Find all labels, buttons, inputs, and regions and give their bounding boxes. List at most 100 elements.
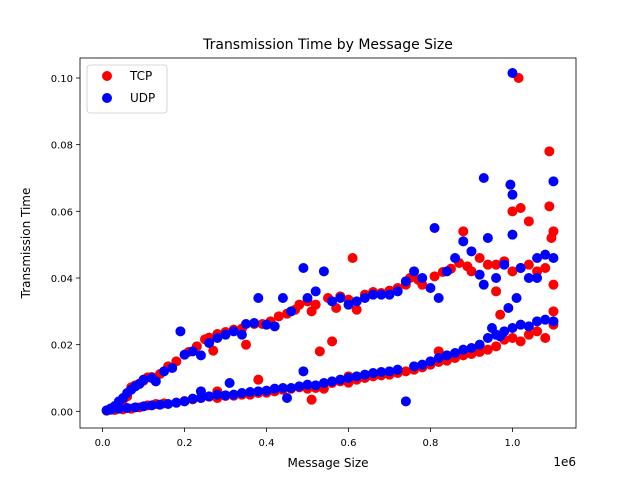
udp-point [392,286,403,297]
tcp-point [540,333,551,343]
udp-point [441,350,452,361]
tcp-point [273,311,284,322]
x-tick-label: 1.0 [505,438,521,449]
udp-point [253,293,264,303]
udp-point [458,344,469,355]
udp-point [474,339,485,350]
tcp-point [546,233,557,243]
udp-point [249,318,260,328]
udp-point [236,388,247,398]
udp-point [548,253,559,263]
udp-point [359,369,370,380]
udp-point [253,386,264,397]
udp-point [241,319,252,329]
tcp-point [491,341,502,352]
legend: TCP UDP [86,64,168,114]
udp-point [286,383,297,393]
udp-point [302,293,313,303]
udp-point [458,236,469,247]
tcp-point [310,299,321,310]
x-tick-label: 0.6 [341,438,357,449]
udp-point [384,289,395,300]
udp-point [515,263,526,273]
tcp-point [548,279,559,290]
udp-point [486,323,497,333]
udp-point [167,363,178,373]
udp-point [261,385,272,396]
udp-point [138,374,149,385]
udp-point [343,299,354,310]
y-tick-label: 0.04 [51,274,73,285]
tcp-point [507,333,518,343]
udp-point [503,303,514,313]
udp-point [224,378,235,388]
udp-point [429,223,440,233]
tcp-point [253,374,264,385]
udp-point [277,383,288,393]
udp-point [298,263,309,273]
udp-point [113,403,124,414]
udp-point [482,233,493,243]
udp-point [146,400,157,411]
udp-point [425,283,436,293]
tcp-point [523,216,534,227]
x-tick-label: 0.2 [177,438,193,449]
chart-title: Transmission Time by Message Size [202,37,453,53]
tcp-point [491,286,502,297]
y-tick-label: 0.00 [51,407,73,418]
udp-point [507,323,518,333]
tcp-point [523,329,534,340]
tcp-point [400,366,411,377]
tcp-point [482,344,493,355]
udp-point [532,253,543,263]
legend-marker-udp [102,93,112,103]
udp-point [433,353,444,363]
udp-point [507,229,518,240]
udp-point [310,286,321,297]
udp-point [212,333,223,343]
udp-point [220,329,231,340]
udp-point [417,359,428,370]
tcp-point [474,253,485,263]
x-tick-label: 0.8 [423,438,439,449]
udp-point [351,296,362,307]
udp-point [392,364,403,375]
tcp-point [351,304,362,315]
udp-point [154,399,165,410]
udp-point [138,401,149,412]
udp-point [540,249,551,260]
udp-point [523,273,534,283]
udp-point [150,376,161,387]
tcp-point [548,306,559,317]
udp-point [335,374,346,385]
y-axis-label: Transmission Time [19,188,33,300]
udp-point [482,333,493,343]
udp-point [368,368,379,378]
udp-point [277,293,288,303]
legend-label-udp: UDP [130,91,155,105]
udp-point [359,293,370,303]
udp-point [384,366,395,377]
udp-point [548,176,559,187]
x-axis-ticks: 0.0 0.2 0.4 0.6 0.8 1.0 [95,428,521,449]
tcp-point [523,259,534,270]
udp-point [532,316,543,327]
udp-point [122,403,133,413]
udp-point [228,389,239,400]
y-tick-label: 0.06 [51,207,73,218]
udp-point [511,293,522,303]
tcp-point [347,253,358,263]
x-tick-label: 0.4 [259,438,275,449]
udp-point [466,343,477,353]
udp-point [466,246,477,257]
tcp-point [241,339,252,350]
tcp-point [507,206,518,217]
points-layer [101,68,559,416]
x-tick-label: 0.0 [95,438,111,449]
tcp-point [495,309,506,320]
tcp-point [327,336,338,347]
udp-point [261,319,272,330]
udp-point [195,350,206,361]
udp-point [105,404,116,415]
udp-point [269,383,280,394]
